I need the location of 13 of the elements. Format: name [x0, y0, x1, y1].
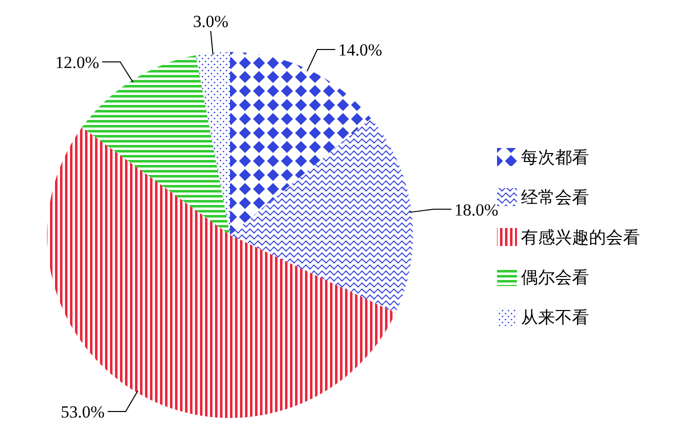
data-label: 12.0%: [55, 52, 100, 72]
pie-slice: [196, 52, 230, 235]
data-label: 53.0%: [60, 402, 105, 422]
pie-slice: [47, 127, 396, 418]
data-label: 18.0%: [454, 200, 498, 220]
legend-label: 有感兴趣的会看: [521, 228, 640, 248]
data-label: 14.0%: [338, 40, 382, 60]
legend-label: 经常会看: [521, 188, 589, 208]
legend-label: 每次都看: [521, 148, 589, 168]
data-label: 3.0%: [192, 12, 228, 31]
pie-slice: [230, 118, 413, 313]
legend-label: 从来不看: [521, 308, 589, 328]
legend-label: 偶尔会看: [521, 268, 589, 288]
